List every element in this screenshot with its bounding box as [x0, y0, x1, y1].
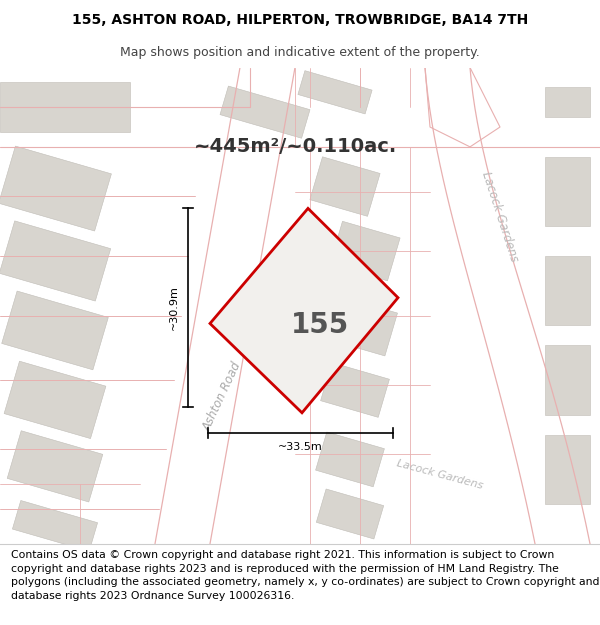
Polygon shape [545, 256, 590, 326]
Polygon shape [310, 157, 380, 216]
Polygon shape [0, 82, 130, 132]
Text: ~445m²/~0.110ac.: ~445m²/~0.110ac. [193, 138, 397, 156]
Polygon shape [330, 221, 400, 281]
Polygon shape [320, 362, 389, 418]
Text: Contains OS data © Crown copyright and database right 2021. This information is : Contains OS data © Crown copyright and d… [11, 550, 599, 601]
Polygon shape [0, 221, 111, 301]
Polygon shape [13, 501, 98, 551]
Text: Lacock Gardens: Lacock Gardens [396, 458, 484, 491]
Polygon shape [316, 432, 385, 487]
Text: Map shows position and indicative extent of the property.: Map shows position and indicative extent… [120, 46, 480, 59]
Polygon shape [545, 88, 590, 117]
Polygon shape [545, 345, 590, 415]
Text: Ashton Road: Ashton Road [200, 360, 244, 434]
Text: ~33.5m: ~33.5m [278, 441, 323, 451]
Polygon shape [0, 107, 600, 147]
Polygon shape [545, 434, 590, 504]
Polygon shape [316, 489, 384, 539]
Polygon shape [323, 295, 398, 356]
Polygon shape [425, 68, 590, 544]
Polygon shape [0, 146, 112, 231]
Polygon shape [2, 291, 109, 370]
Polygon shape [250, 68, 600, 108]
Text: ~30.9m: ~30.9m [169, 285, 179, 330]
Polygon shape [545, 157, 590, 226]
Polygon shape [7, 431, 103, 502]
Polygon shape [298, 71, 372, 114]
Text: Lacock Gardens: Lacock Gardens [479, 169, 521, 263]
Polygon shape [220, 86, 310, 138]
Text: 155, ASHTON ROAD, HILPERTON, TROWBRIDGE, BA14 7TH: 155, ASHTON ROAD, HILPERTON, TROWBRIDGE,… [72, 13, 528, 28]
Polygon shape [155, 68, 295, 544]
Polygon shape [425, 68, 500, 147]
Polygon shape [4, 361, 106, 439]
Polygon shape [210, 208, 398, 412]
Text: 155: 155 [290, 311, 349, 339]
